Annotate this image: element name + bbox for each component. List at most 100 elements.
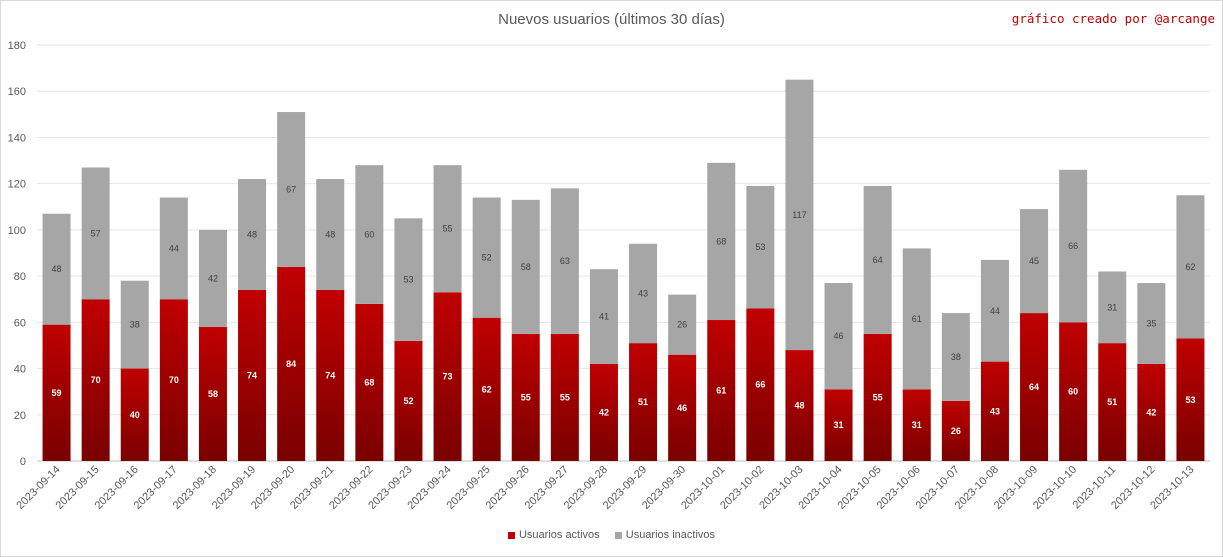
data-label-active: 55 xyxy=(521,392,531,402)
bar-inactive xyxy=(746,185,775,309)
bar-active xyxy=(159,299,188,461)
data-label-active: 55 xyxy=(560,392,570,402)
data-label-active: 42 xyxy=(1146,407,1156,417)
bar-inactive xyxy=(1098,271,1127,344)
data-label-inactive: 44 xyxy=(990,306,1000,316)
data-label-active: 58 xyxy=(208,389,218,399)
data-label-inactive: 67 xyxy=(286,184,296,194)
bar-inactive xyxy=(1020,209,1049,314)
bar-inactive xyxy=(277,112,306,267)
bar-inactive xyxy=(316,179,345,290)
legend-swatch-inactive xyxy=(614,531,622,539)
bar-inactive xyxy=(159,197,188,300)
legend-swatch-active xyxy=(507,531,515,539)
data-label-inactive: 31 xyxy=(1107,302,1117,312)
bar-active xyxy=(746,308,775,461)
data-label-inactive: 35 xyxy=(1146,318,1156,328)
data-label-active: 40 xyxy=(130,410,140,420)
data-label-inactive: 64 xyxy=(873,255,883,265)
data-label-inactive: 60 xyxy=(364,230,374,240)
data-label-active: 68 xyxy=(364,377,374,387)
data-label-active: 60 xyxy=(1068,387,1078,397)
bar-active xyxy=(785,350,814,461)
data-label-active: 70 xyxy=(91,375,101,385)
bar-active xyxy=(1176,338,1205,461)
data-label-active: 52 xyxy=(403,396,413,406)
bar-inactive xyxy=(472,197,501,318)
bar-inactive xyxy=(1137,283,1166,364)
data-label-inactive: 38 xyxy=(130,320,140,330)
data-label-inactive: 61 xyxy=(912,314,922,324)
bar-active xyxy=(824,389,853,461)
data-label-inactive: 44 xyxy=(169,243,179,253)
data-label-inactive: 55 xyxy=(443,224,453,234)
bar-active xyxy=(589,363,618,461)
bar-inactive xyxy=(668,294,697,355)
bar-active xyxy=(1059,322,1088,461)
y-tick-label: 40 xyxy=(14,364,26,376)
bar-inactive xyxy=(81,167,110,300)
data-label-active: 46 xyxy=(677,403,687,413)
y-tick-label: 100 xyxy=(8,225,26,237)
bar-inactive xyxy=(511,199,540,334)
bar-inactive xyxy=(589,269,618,364)
bar-active xyxy=(941,400,970,461)
data-label-inactive: 52 xyxy=(482,253,492,263)
bar-inactive xyxy=(863,185,892,334)
bar-active xyxy=(980,361,1009,461)
data-label-inactive: 62 xyxy=(1185,262,1195,272)
data-label-inactive: 68 xyxy=(716,236,726,246)
data-label-active: 84 xyxy=(286,359,296,369)
bar-inactive xyxy=(550,188,579,334)
bar-active xyxy=(1137,363,1166,461)
y-tick-label: 20 xyxy=(14,410,26,422)
data-label-inactive: 45 xyxy=(1029,256,1039,266)
data-label-active: 51 xyxy=(1107,397,1117,407)
bar-inactive xyxy=(394,218,423,341)
bar-active xyxy=(902,389,931,461)
bar-inactive xyxy=(629,243,658,344)
y-tick-label: 140 xyxy=(8,132,26,144)
data-label-active: 62 xyxy=(482,384,492,394)
data-label-inactive: 48 xyxy=(325,230,335,240)
data-label-active: 73 xyxy=(443,372,453,382)
bar-inactive xyxy=(707,162,736,321)
data-label-inactive: 53 xyxy=(755,242,765,252)
bar-active xyxy=(81,299,110,461)
data-label-active: 42 xyxy=(599,407,609,417)
data-label-active: 59 xyxy=(52,388,62,398)
bar-inactive xyxy=(824,283,853,390)
bar-active xyxy=(629,343,658,461)
data-label-active: 43 xyxy=(990,406,1000,416)
y-tick-label: 180 xyxy=(8,40,26,52)
y-tick-label: 60 xyxy=(14,317,26,329)
data-label-inactive: 48 xyxy=(247,230,257,240)
data-label-active: 61 xyxy=(716,386,726,396)
bar-inactive xyxy=(785,79,814,351)
bar-inactive xyxy=(355,165,384,304)
bar-active xyxy=(707,320,736,461)
bar-active xyxy=(472,317,501,461)
bar-inactive xyxy=(941,313,970,401)
bar-inactive xyxy=(1059,169,1088,323)
bar-active xyxy=(316,289,345,461)
bar-active xyxy=(355,303,384,461)
y-tick-label: 160 xyxy=(8,86,26,98)
bar-active xyxy=(433,292,462,461)
data-label-active: 31 xyxy=(834,420,844,430)
bar-active xyxy=(198,326,227,461)
data-label-inactive: 53 xyxy=(403,275,413,285)
bar-active xyxy=(668,354,697,461)
bar-active xyxy=(1020,313,1049,461)
data-label-inactive: 26 xyxy=(677,320,687,330)
data-label-inactive: 46 xyxy=(834,331,844,341)
bar-active xyxy=(120,368,149,461)
data-label-active: 26 xyxy=(951,426,961,436)
data-label-active: 66 xyxy=(755,380,765,390)
legend-item-active: Usuarios activos xyxy=(507,529,600,541)
data-label-inactive: 58 xyxy=(521,262,531,272)
data-label-inactive: 42 xyxy=(208,273,218,283)
data-label-inactive: 63 xyxy=(560,256,570,266)
data-label-active: 51 xyxy=(638,397,648,407)
